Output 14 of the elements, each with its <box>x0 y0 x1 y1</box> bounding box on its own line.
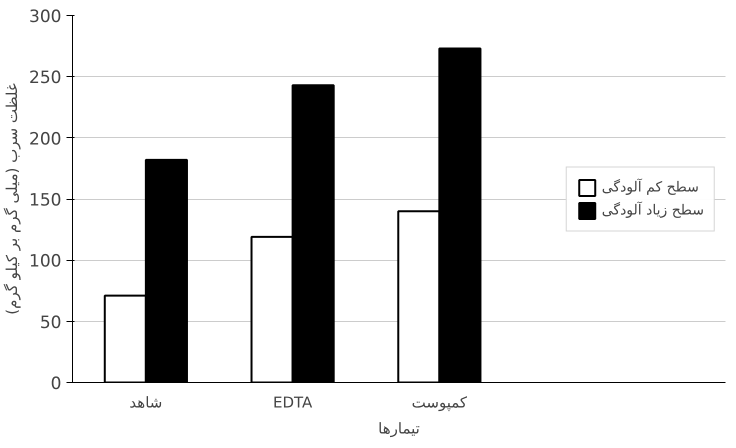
y-tick-label: 200 <box>29 129 62 150</box>
x-tick-label: شاهد <box>129 394 162 412</box>
x-tick-label: کمپوست <box>412 394 468 412</box>
x-axis-title: تیمارها <box>378 420 420 438</box>
y-axis-title: غلظت سرب (میلی گرم بر کیلو گرم) <box>3 83 22 315</box>
y-tick-label: 300 <box>29 7 62 27</box>
x-tick-label: EDTA <box>272 394 313 412</box>
y-tick-label: 100 <box>29 252 62 272</box>
legend-label: سطح زیاد آلودگی <box>602 202 704 218</box>
y-tick-label: 50 <box>40 312 62 333</box>
y-tick-label: 0 <box>50 374 62 394</box>
y-tick-label: 250 <box>29 68 62 88</box>
y-tick-label: 150 <box>29 190 62 210</box>
legend-label: سطح کم آلودگی <box>602 179 699 195</box>
